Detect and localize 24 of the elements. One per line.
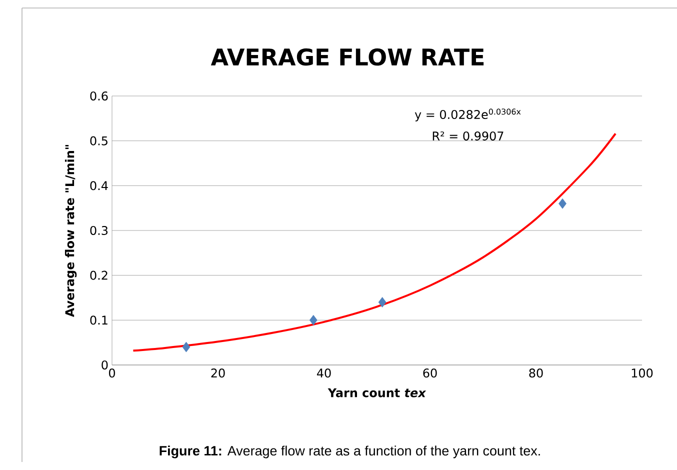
point [309, 314, 318, 326]
y-tick-label: 0 [102, 360, 108, 370]
chart-title: AVERAGE FLOW RATE [210, 48, 484, 66]
y-tick-label: 0.6 [90, 91, 108, 101]
point [378, 297, 386, 308]
y-tick-label: 0.1 [90, 316, 108, 325]
x-tick-label: 100 [632, 368, 653, 378]
y-tick-label: 0.3 [90, 226, 108, 236]
text: Figure 11: Average flow rate as a function of the yarn count tex. [160, 446, 540, 458]
x-tick-label: 80 [529, 368, 543, 378]
y-tick-label: 0.2 [90, 270, 108, 280]
line-series [132, 132, 617, 352]
x-tick-label: 0 [108, 368, 116, 378]
y-tick-label: 0.5 [90, 136, 108, 146]
annotation: y = 0.0282e$^{0.0306x}$ [414, 108, 521, 122]
x-tick-label: 40 [316, 368, 331, 378]
point [182, 342, 190, 352]
y-tick-label: 0.4 [90, 181, 108, 190]
annotation: R² = 0.9907 [432, 131, 504, 141]
y-axis-title: Average flow rate "L/min" [64, 145, 77, 318]
point [558, 198, 566, 209]
x-tick-label: 20 [211, 368, 225, 378]
x-tick-label: 60 [423, 368, 437, 378]
x-axis-title: Yarn count tex [328, 388, 426, 398]
